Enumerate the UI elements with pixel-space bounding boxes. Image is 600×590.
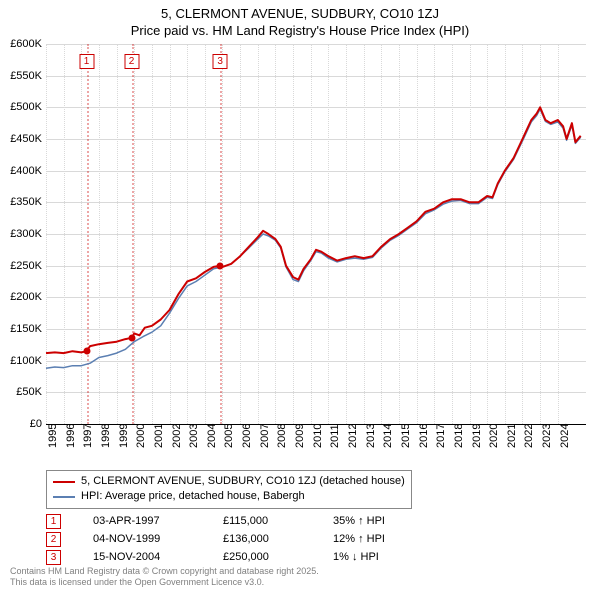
x-tick-label: 2001 [153, 436, 165, 448]
x-tick-label: 1997 [82, 436, 94, 448]
x-tick-label: 2019 [471, 436, 483, 448]
chart-marker: 3 [213, 54, 228, 69]
legend-row: 5, CLERMONT AVENUE, SUDBURY, CO10 1ZJ (d… [53, 474, 405, 489]
x-tick-label: 2018 [453, 436, 465, 448]
sale-price: £136,000 [223, 533, 333, 545]
sale-marker: 3 [46, 550, 61, 565]
footer-line1: Contains HM Land Registry data © Crown c… [10, 566, 319, 577]
y-tick-label: £150K [0, 323, 42, 335]
x-tick-label: 1996 [65, 436, 77, 448]
legend-label: 5, CLERMONT AVENUE, SUDBURY, CO10 1ZJ (d… [81, 474, 405, 489]
sale-marker: 2 [46, 532, 61, 547]
y-tick-label: £450K [0, 133, 42, 145]
x-tick-label: 2000 [135, 436, 147, 448]
legend-swatch-red [53, 481, 75, 483]
sale-dot [83, 348, 90, 355]
sale-hpi: 35% ↑ HPI [333, 515, 443, 527]
sale-date: 04-NOV-1999 [93, 533, 223, 545]
y-tick-label: £0 [0, 418, 42, 430]
sale-price: £250,000 [223, 551, 333, 563]
sale-marker: 1 [46, 514, 61, 529]
x-tick-label: 2022 [523, 436, 535, 448]
chart-container: 5, CLERMONT AVENUE, SUDBURY, CO10 1ZJ Pr… [0, 0, 600, 590]
x-tick-label: 2010 [312, 436, 324, 448]
y-tick-label: £600K [0, 38, 42, 50]
x-tick-label: 2014 [382, 436, 394, 448]
x-tick-label: 2002 [171, 436, 183, 448]
footer-attribution: Contains HM Land Registry data © Crown c… [10, 566, 319, 588]
x-tick-label: 2003 [188, 436, 200, 448]
sales-row: 2 04-NOV-1999£136,00012% ↑ HPI [46, 530, 443, 548]
x-tick-label: 2016 [418, 436, 430, 448]
sale-date: 15-NOV-2004 [93, 551, 223, 563]
x-tick-label: 2009 [294, 436, 306, 448]
x-tick-label: 2006 [241, 436, 253, 448]
legend-row: HPI: Average price, detached house, Babe… [53, 489, 405, 504]
x-tick-label: 2020 [488, 436, 500, 448]
legend: 5, CLERMONT AVENUE, SUDBURY, CO10 1ZJ (d… [46, 470, 412, 509]
chart-marker: 2 [124, 54, 139, 69]
x-tick-label: 2021 [506, 436, 518, 448]
x-tick-label: 1995 [47, 436, 59, 448]
sale-date: 03-APR-1997 [93, 515, 223, 527]
x-tick-label: 2011 [329, 436, 341, 448]
chart-marker: 1 [79, 54, 94, 69]
x-tick-label: 2012 [347, 436, 359, 448]
x-tick-label: 2007 [259, 436, 271, 448]
sale-price: £115,000 [223, 515, 333, 527]
x-tick-label: 2004 [206, 436, 218, 448]
sales-row: 3 15-NOV-2004£250,0001% ↓ HPI [46, 548, 443, 566]
chart-title-line1: 5, CLERMONT AVENUE, SUDBURY, CO10 1ZJ [0, 0, 600, 23]
y-tick-label: £400K [0, 165, 42, 177]
x-tick-label: 2013 [365, 436, 377, 448]
legend-swatch-blue [53, 496, 75, 498]
footer-line2: This data is licensed under the Open Gov… [10, 577, 319, 588]
sales-table: 1 03-APR-1997£115,00035% ↑ HPI 2 04-NOV-199… [46, 512, 443, 566]
x-tick-label: 1998 [100, 436, 112, 448]
plot-area [46, 44, 586, 425]
y-tick-label: £550K [0, 70, 42, 82]
y-tick-label: £500K [0, 101, 42, 113]
x-tick-label: 2005 [223, 436, 235, 448]
x-tick-label: 2017 [435, 436, 447, 448]
y-tick-label: £50K [0, 386, 42, 398]
y-tick-label: £250K [0, 260, 42, 272]
y-tick-label: £350K [0, 196, 42, 208]
legend-label: HPI: Average price, detached house, Babe… [81, 489, 305, 504]
sale-hpi: 12% ↑ HPI [333, 533, 443, 545]
series-line [46, 109, 581, 368]
x-tick-label: 2024 [559, 436, 571, 448]
y-tick-label: £200K [0, 291, 42, 303]
chart-title-line2: Price paid vs. HM Land Registry's House … [0, 23, 600, 42]
x-tick-label: 2008 [276, 436, 288, 448]
sale-hpi: 1% ↓ HPI [333, 551, 443, 563]
series-line [46, 107, 581, 353]
x-tick-label: 2023 [541, 436, 553, 448]
sale-dot [128, 334, 135, 341]
x-tick-label: 2015 [400, 436, 412, 448]
x-tick-label: 1999 [118, 436, 130, 448]
sale-dot [217, 262, 224, 269]
sales-row: 1 03-APR-1997£115,00035% ↑ HPI [46, 512, 443, 530]
y-tick-label: £100K [0, 355, 42, 367]
y-tick-label: £300K [0, 228, 42, 240]
